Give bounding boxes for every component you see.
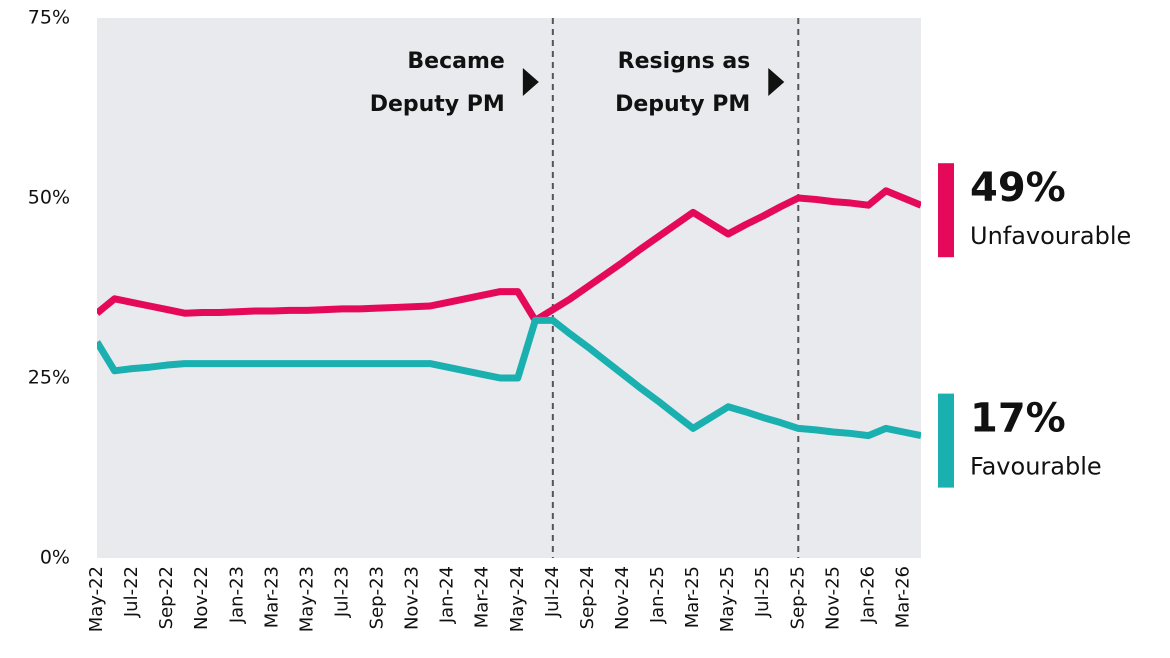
end-value-label: 49% — [970, 165, 1066, 211]
y-tick-label: 50% — [28, 187, 70, 209]
end-value-label: 17% — [970, 396, 1066, 442]
x-tick-label: Sep-22 — [156, 566, 177, 629]
x-tick-label: Nov-24 — [612, 566, 633, 630]
x-tick-label: Jan-25 — [647, 566, 668, 624]
x-tick-label: Jul-25 — [752, 566, 773, 618]
x-tick-label: May-23 — [296, 566, 317, 632]
annotation-arrow — [768, 68, 785, 96]
x-tick-label: Nov-23 — [402, 566, 423, 630]
x-tick-label: Nov-25 — [822, 566, 843, 630]
x-tick-label: Mar-25 — [682, 566, 703, 628]
x-tick-label: Jul-22 — [121, 566, 142, 618]
x-tick-label: May-22 — [86, 566, 107, 632]
legend-label: Unfavourable — [970, 222, 1131, 250]
annotation-text: Deputy PM — [615, 92, 750, 117]
x-tick-label: Sep-25 — [787, 566, 808, 629]
series-line — [97, 316, 921, 440]
annotation-text: Resigns as — [618, 49, 751, 74]
x-tick-label: Sep-24 — [577, 566, 598, 629]
plot-background — [97, 18, 921, 558]
x-tick-label: Mar-24 — [472, 566, 493, 628]
x-tick-label: May-25 — [717, 566, 738, 632]
series-line — [97, 187, 921, 324]
x-tick-label: Sep-23 — [367, 566, 388, 629]
legend-swatch — [938, 163, 954, 258]
annotation-text: Became — [407, 49, 504, 74]
legend-label: Favourable — [970, 453, 1102, 481]
x-tick-label: Jul-24 — [542, 566, 563, 618]
x-tick-label: Jan-23 — [226, 566, 247, 624]
legend-swatch — [938, 393, 954, 488]
y-tick-label: 0% — [40, 547, 70, 569]
x-tick-label: Nov-22 — [191, 566, 212, 630]
annotation-arrow — [522, 68, 539, 96]
x-tick-label: Mar-23 — [261, 566, 282, 628]
y-tick-label: 75% — [28, 7, 70, 29]
y-tick-label: 25% — [28, 367, 70, 389]
x-tick-label: Mar-26 — [892, 566, 913, 628]
x-tick-label: May-24 — [507, 566, 528, 632]
x-tick-label: Jan-24 — [437, 566, 458, 624]
annotation-text: Deputy PM — [370, 92, 505, 117]
x-tick-label: Jan-26 — [857, 566, 878, 624]
x-tick-label: Jul-23 — [331, 566, 352, 618]
